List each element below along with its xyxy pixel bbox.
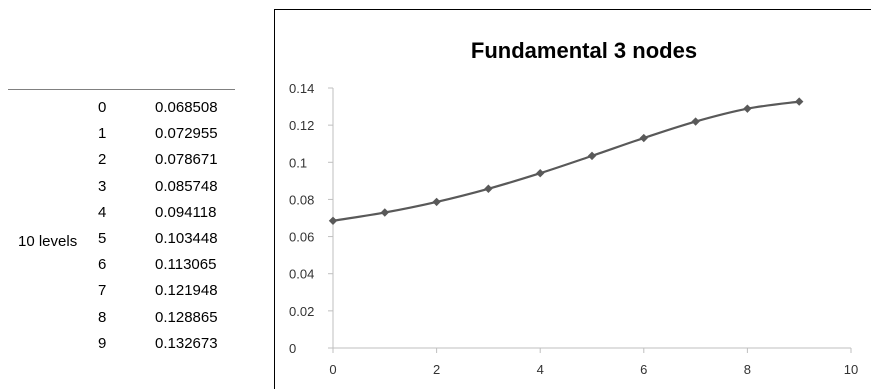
data-point (691, 117, 700, 126)
row-index: 7 (98, 282, 107, 300)
row-index: 5 (98, 230, 107, 247)
row-index: 8 (98, 308, 107, 326)
table-top-border (140, 89, 235, 90)
data-point (484, 184, 493, 193)
row-value: 0.132673 (155, 334, 218, 352)
x-tick-label: 8 (744, 362, 751, 377)
data-point (328, 216, 338, 225)
row-value: 0.121948 (155, 282, 218, 300)
row-index: 1 (98, 125, 107, 143)
data-point (536, 169, 545, 178)
y-tick-label: 0.08 (289, 192, 314, 207)
y-tick-label: 0.1 (289, 155, 307, 170)
data-point (639, 133, 648, 143)
row-value: 0.113065 (155, 256, 217, 274)
row-value: 0.072955 (155, 125, 218, 143)
x-tick-label: 0 (329, 362, 336, 377)
y-tick-label: 0 (289, 341, 296, 356)
y-tick-label: 0.14 (289, 81, 314, 96)
x-tick-label: 4 (537, 362, 544, 377)
y-tick-label: 0.02 (289, 304, 314, 319)
row-value: 0.085748 (155, 177, 218, 195)
table-top-border (96, 89, 140, 90)
row-value: 0.094118 (155, 203, 217, 221)
row-index: 3 (98, 177, 107, 195)
row-value: 0.128865 (155, 308, 218, 326)
chart-title: Fundamental 3 nodes (471, 38, 697, 63)
data-point (795, 97, 804, 106)
data-table: 10 levels 0 0.068508 1 0.072955 2 0.078671 3 0.… (0, 0, 270, 389)
series-line (332, 100, 800, 222)
row-index: 4 (98, 203, 107, 221)
x-tick-label: 10 (844, 362, 858, 377)
row-value: 0.078671 (155, 151, 218, 169)
data-point (432, 197, 441, 207)
y-tick-label: 0.12 (289, 118, 314, 133)
x-tick-label: 2 (433, 362, 440, 377)
y-tick-label: 0.04 (289, 267, 314, 282)
group-label: 10 levels (18, 233, 78, 250)
row-index: 6 (98, 256, 107, 274)
data-point (380, 208, 389, 217)
x-tick-label: 6 (640, 362, 647, 377)
row-index: 0 (98, 99, 107, 116)
chart-area: Fundamental 3 nodes 0 0.02 0.04 0.06 0.08 0.1… (274, 9, 871, 389)
table-top-border (8, 89, 96, 90)
row-index: 9 (98, 334, 107, 352)
data-point (587, 151, 597, 161)
row-value: 0.103448 (155, 230, 218, 247)
row-value: 0.068508 (155, 99, 218, 116)
line-chart: Fundamental 3 nodes 0 0.02 0.04 0.06 0.08 0.1… (289, 38, 858, 377)
data-point (743, 104, 752, 113)
row-index: 2 (98, 151, 107, 169)
y-tick-label: 0.06 (289, 230, 314, 245)
